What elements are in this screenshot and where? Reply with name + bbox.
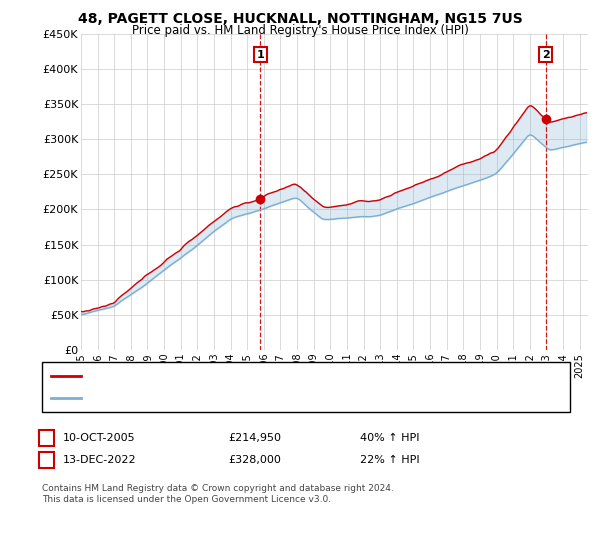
Text: 40% ↑ HPI: 40% ↑ HPI	[360, 433, 419, 443]
Text: 2: 2	[43, 455, 50, 465]
Text: 10-OCT-2005: 10-OCT-2005	[63, 433, 136, 443]
Text: Price paid vs. HM Land Registry's House Price Index (HPI): Price paid vs. HM Land Registry's House …	[131, 24, 469, 37]
Text: £214,950: £214,950	[228, 433, 281, 443]
Text: Contains HM Land Registry data © Crown copyright and database right 2024.
This d: Contains HM Land Registry data © Crown c…	[42, 484, 394, 504]
Text: £328,000: £328,000	[228, 455, 281, 465]
Text: 13-DEC-2022: 13-DEC-2022	[63, 455, 137, 465]
Text: 1: 1	[256, 50, 264, 60]
Text: 48, PAGETT CLOSE, HUCKNALL, NOTTINGHAM, NG15 7US (detached house): 48, PAGETT CLOSE, HUCKNALL, NOTTINGHAM, …	[87, 371, 479, 381]
Text: 48, PAGETT CLOSE, HUCKNALL, NOTTINGHAM, NG15 7US: 48, PAGETT CLOSE, HUCKNALL, NOTTINGHAM, …	[77, 12, 523, 26]
Text: 1: 1	[43, 433, 50, 443]
Text: 2: 2	[542, 50, 550, 60]
Text: 22% ↑ HPI: 22% ↑ HPI	[360, 455, 419, 465]
Text: HPI: Average price, detached house, Ashfield: HPI: Average price, detached house, Ashf…	[87, 393, 322, 403]
